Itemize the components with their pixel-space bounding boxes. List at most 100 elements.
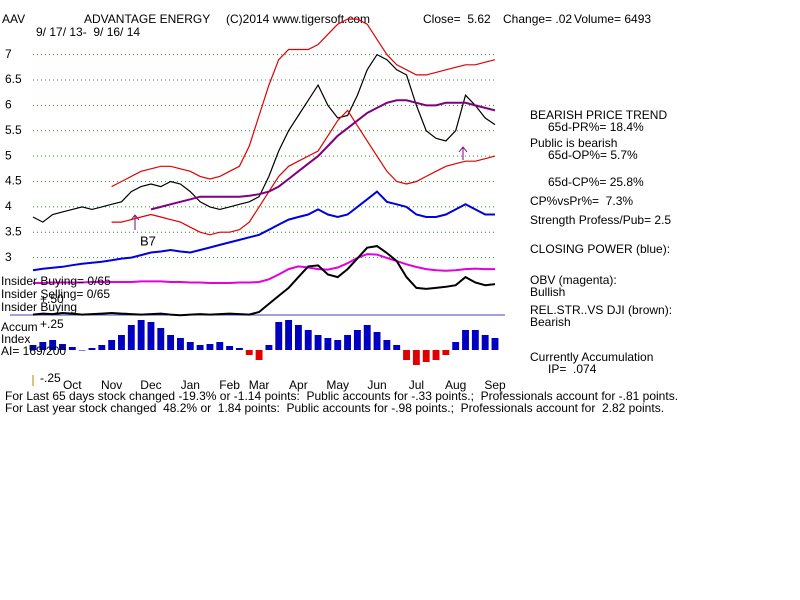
bar xyxy=(383,340,391,350)
side-note: REL.STR..VS DJI (brown): xyxy=(530,303,672,317)
footer-line: For Last 65 days stock changed -19.3% or… xyxy=(5,389,678,403)
bar xyxy=(481,335,489,350)
x-tick-label: Oct xyxy=(63,378,82,392)
bar xyxy=(137,320,145,350)
x-tick-label: Sep xyxy=(484,378,506,392)
y-tick-label: +.25 xyxy=(40,317,64,331)
x-tick-label: Jun xyxy=(367,378,386,392)
bar xyxy=(442,350,450,355)
bar xyxy=(334,340,342,350)
bar xyxy=(118,335,125,350)
bar xyxy=(98,345,106,350)
bar xyxy=(412,350,420,365)
side-note: 65d-CP%= 25.8% xyxy=(548,175,644,189)
bar xyxy=(88,348,96,350)
bar xyxy=(147,322,155,350)
side-note: Bullish xyxy=(530,285,565,299)
side-note: Strength Profess/Pub= 2.5 xyxy=(530,213,671,227)
change: Change= .02 xyxy=(503,12,572,26)
bar xyxy=(324,338,332,350)
close: Close= 5.62 xyxy=(423,12,491,26)
bar xyxy=(294,325,302,350)
bar xyxy=(373,332,381,350)
bar xyxy=(265,345,273,350)
footer-line: For Last year stock changed 48.2% or 1.8… xyxy=(5,401,664,415)
bar xyxy=(216,342,224,350)
bar xyxy=(157,328,165,350)
bar xyxy=(68,347,76,350)
bar xyxy=(304,330,312,350)
bar xyxy=(206,344,214,350)
side-note: Currently Accumulation xyxy=(530,350,653,364)
y-tick-label: 5 xyxy=(5,148,12,162)
series-line xyxy=(33,253,495,284)
side-note: 65d-OP%= 5.7% xyxy=(548,148,638,162)
bar xyxy=(344,335,351,350)
stock-name: ADVANTAGE ENERGY xyxy=(84,12,210,26)
symbol: AAV xyxy=(2,12,25,26)
y-tick-label: 3 xyxy=(5,250,12,264)
side-note: Public is bearish xyxy=(530,136,617,150)
y-tick-label: 6 xyxy=(5,98,12,112)
bar xyxy=(491,338,499,350)
date-range: 9/ 17/ 13- 9/ 16/ 14 xyxy=(36,25,140,39)
volume: Volume= 6493 xyxy=(574,12,651,26)
bar xyxy=(235,348,243,350)
side-note: OBV (magenta): xyxy=(530,273,617,287)
bar xyxy=(462,330,469,350)
bar xyxy=(167,335,175,350)
bar xyxy=(422,350,430,362)
bar xyxy=(363,325,371,350)
y-tick-label: 4 xyxy=(5,199,12,213)
panel-label: AI= 169/200 xyxy=(1,344,66,358)
bar xyxy=(245,350,253,355)
bar xyxy=(78,350,86,351)
annotation: B7 xyxy=(140,233,156,248)
bar xyxy=(285,320,293,350)
x-tick-label: Nov xyxy=(101,378,122,392)
bar xyxy=(314,335,322,350)
series-line xyxy=(111,18,496,188)
series-line xyxy=(32,53,496,223)
bar xyxy=(127,325,135,350)
y-tick-label: -.25 xyxy=(40,371,61,385)
bar xyxy=(403,350,410,360)
bar xyxy=(59,344,66,350)
x-tick-label: Apr xyxy=(289,378,308,392)
series-line xyxy=(32,190,495,272)
side-note: CLOSING POWER (blue): xyxy=(530,242,670,256)
bar xyxy=(432,350,440,360)
bar xyxy=(49,340,57,350)
bar xyxy=(393,345,401,350)
side-note: 65d-PR%= 18.4% xyxy=(548,120,644,134)
series-line xyxy=(32,245,496,317)
x-tick-label: Jan xyxy=(181,378,200,392)
bar xyxy=(186,342,194,350)
bar xyxy=(471,330,479,350)
bar xyxy=(452,342,460,350)
side-note: IP= .074 xyxy=(548,362,597,376)
bar xyxy=(29,345,37,350)
side-note: Bearish xyxy=(530,315,571,329)
x-tick-label: Dec xyxy=(140,378,161,392)
bar xyxy=(275,322,283,350)
bar xyxy=(226,346,234,350)
y-tick-label: 4.5 xyxy=(5,174,22,188)
x-tick-label: May xyxy=(326,378,349,392)
bar xyxy=(196,345,204,350)
side-note: CP%vsPr%= 7.3% xyxy=(530,194,633,208)
arrow xyxy=(458,146,468,160)
y-tick-label: 3.5 xyxy=(5,224,22,238)
y-tick-label: 5.5 xyxy=(5,123,22,137)
panel-label: Insider Buying xyxy=(1,300,77,314)
y-tick-label: 6.5 xyxy=(5,72,22,86)
y-tick-label: 7 xyxy=(5,47,12,61)
y-tick-label: +.50 xyxy=(40,292,64,306)
side-note: BEARISH PRICE TREND xyxy=(530,108,667,122)
panel-label: Index xyxy=(1,332,30,346)
bar xyxy=(39,342,47,350)
series-line xyxy=(111,109,496,236)
